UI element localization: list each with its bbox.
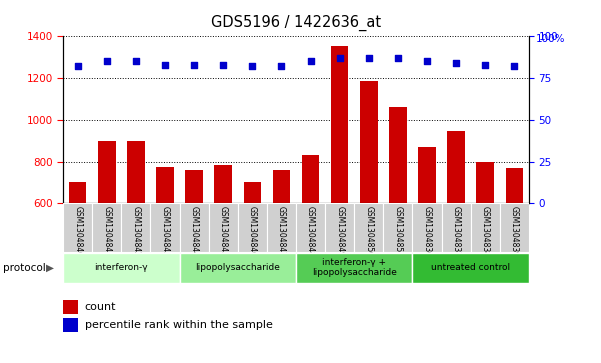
FancyBboxPatch shape: [209, 203, 238, 252]
Bar: [98, 140, 115, 203]
FancyBboxPatch shape: [267, 203, 296, 252]
Text: GSM1304849: GSM1304849: [335, 206, 344, 257]
Point: [393, 55, 403, 61]
Text: GSM1304846: GSM1304846: [248, 206, 257, 257]
Point: [276, 64, 286, 69]
FancyBboxPatch shape: [412, 203, 442, 252]
FancyBboxPatch shape: [63, 253, 180, 282]
Text: count: count: [85, 302, 116, 312]
FancyBboxPatch shape: [354, 203, 383, 252]
FancyBboxPatch shape: [150, 203, 180, 252]
Text: GSM1304836: GSM1304836: [423, 206, 432, 257]
FancyBboxPatch shape: [180, 203, 209, 252]
Bar: [418, 147, 436, 203]
Bar: [505, 168, 523, 203]
Point: [480, 62, 490, 68]
FancyBboxPatch shape: [296, 203, 325, 252]
Bar: [477, 162, 494, 203]
Text: GSM1304848: GSM1304848: [306, 206, 315, 257]
Bar: [156, 167, 174, 203]
Bar: [69, 182, 87, 203]
Text: GSM1304840: GSM1304840: [73, 206, 82, 257]
Text: lipopolysaccharide: lipopolysaccharide: [195, 263, 280, 272]
FancyBboxPatch shape: [296, 253, 412, 282]
Text: interferon-γ +
lipopolysaccharide: interferon-γ + lipopolysaccharide: [312, 258, 397, 277]
Point: [422, 58, 432, 64]
FancyBboxPatch shape: [442, 203, 471, 252]
FancyBboxPatch shape: [471, 203, 500, 252]
Bar: [215, 165, 232, 203]
Point: [306, 58, 316, 64]
Point: [102, 58, 112, 64]
Text: GSM1304851: GSM1304851: [394, 206, 403, 257]
Bar: [63, 300, 78, 314]
Text: GSM1304842: GSM1304842: [132, 206, 141, 257]
FancyBboxPatch shape: [92, 203, 121, 252]
Point: [189, 62, 199, 68]
Text: GSM1304838: GSM1304838: [481, 206, 490, 257]
Bar: [360, 81, 377, 203]
FancyBboxPatch shape: [325, 203, 354, 252]
Text: GDS5196 / 1422636_at: GDS5196 / 1422636_at: [211, 15, 381, 31]
FancyBboxPatch shape: [500, 203, 529, 252]
Text: interferon-γ: interferon-γ: [94, 263, 148, 272]
Text: GSM1304839: GSM1304839: [510, 206, 519, 257]
Text: protocol: protocol: [3, 263, 46, 273]
Text: GSM1304845: GSM1304845: [219, 206, 228, 257]
Bar: [302, 155, 319, 203]
Text: GSM1304841: GSM1304841: [102, 206, 111, 257]
Point: [160, 62, 170, 68]
Text: untreated control: untreated control: [431, 263, 510, 272]
FancyBboxPatch shape: [63, 203, 92, 252]
Text: GSM1304850: GSM1304850: [364, 206, 373, 257]
Bar: [243, 182, 261, 203]
Point: [131, 58, 141, 64]
Bar: [389, 107, 407, 203]
Text: GSM1304837: GSM1304837: [451, 206, 460, 257]
Text: ▶: ▶: [46, 263, 54, 273]
Bar: [127, 140, 145, 203]
FancyBboxPatch shape: [383, 203, 412, 252]
Text: percentile rank within the sample: percentile rank within the sample: [85, 320, 273, 330]
FancyBboxPatch shape: [412, 253, 529, 282]
Point: [218, 62, 228, 68]
Bar: [63, 318, 78, 332]
Point: [73, 64, 82, 69]
Bar: [185, 170, 203, 203]
Point: [364, 55, 374, 61]
Bar: [447, 131, 465, 203]
Text: 100%: 100%: [536, 33, 566, 44]
Text: GSM1304844: GSM1304844: [189, 206, 198, 257]
Point: [510, 64, 519, 69]
Text: GSM1304847: GSM1304847: [277, 206, 286, 257]
FancyBboxPatch shape: [180, 253, 296, 282]
Point: [451, 60, 461, 66]
FancyBboxPatch shape: [238, 203, 267, 252]
Bar: [331, 46, 349, 203]
Point: [248, 64, 257, 69]
Text: GSM1304843: GSM1304843: [160, 206, 169, 257]
FancyBboxPatch shape: [121, 203, 150, 252]
Point: [335, 55, 344, 61]
Bar: [273, 170, 290, 203]
